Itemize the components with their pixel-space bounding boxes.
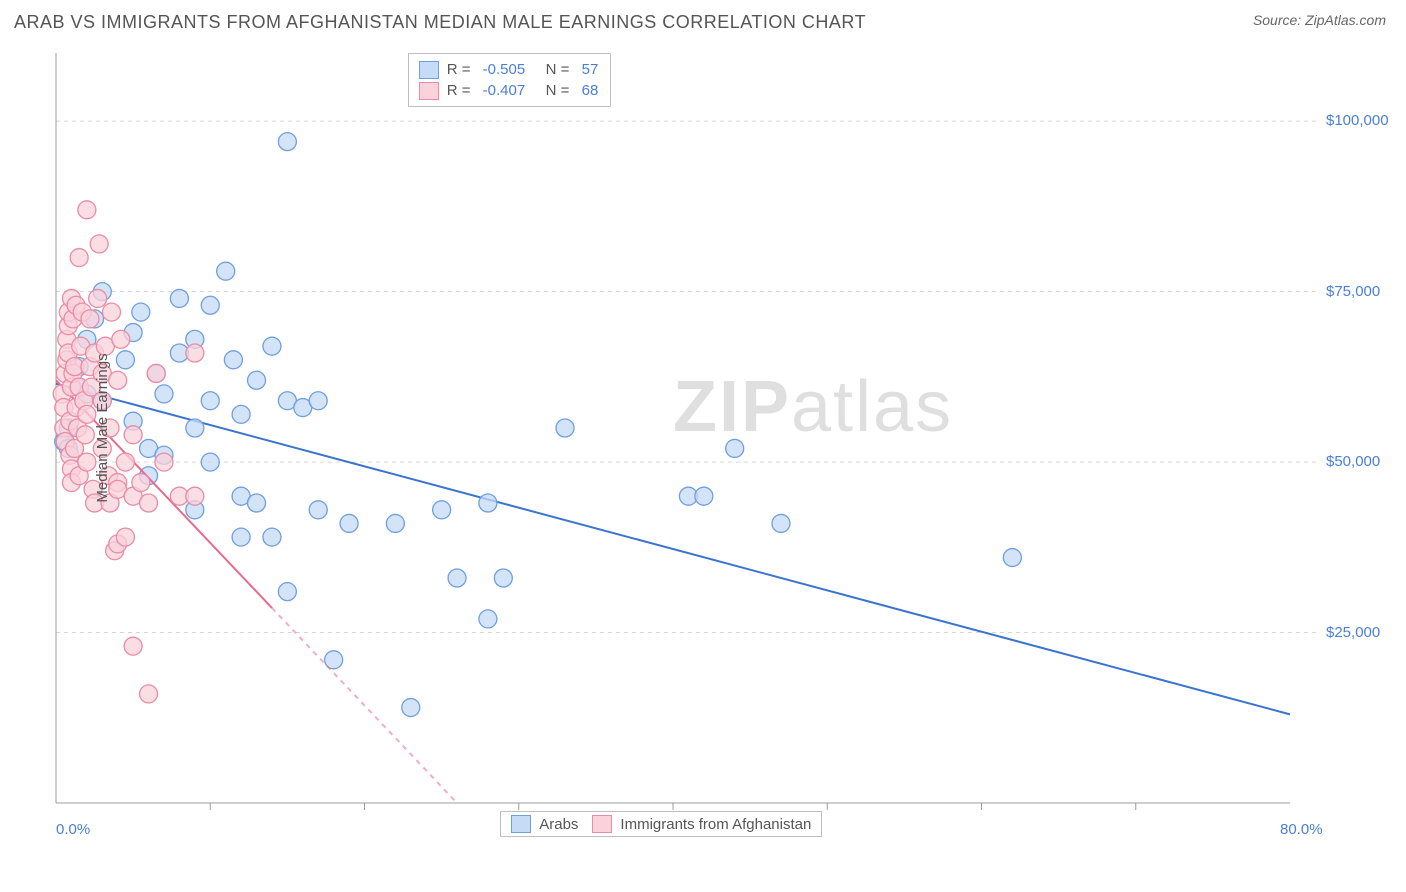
- stat-N-label: N =: [533, 59, 573, 80]
- x-axis-max-label: 80.0%: [1280, 821, 1323, 838]
- chart-title: ARAB VS IMMIGRANTS FROM AFGHANISTAN MEDI…: [14, 12, 866, 33]
- stat-N-value: 68: [582, 80, 599, 101]
- y-tick-label: $25,000: [1326, 624, 1380, 641]
- source-attribution: Source: ZipAtlas.com: [1253, 12, 1386, 28]
- stats-row: R = -0.505 N = 57: [419, 59, 599, 80]
- stats-row: R = -0.407 N = 68: [419, 80, 599, 101]
- y-axis-label: Median Male Earnings: [94, 353, 111, 502]
- legend-label: Arabs: [539, 816, 578, 833]
- x-axis-min-label: 0.0%: [56, 821, 90, 838]
- stat-N-value: 57: [582, 59, 599, 80]
- chart-header: ARAB VS IMMIGRANTS FROM AFGHANISTAN MEDI…: [0, 0, 1406, 33]
- scatter-chart: [14, 39, 1392, 853]
- stat-R-label: R =: [447, 80, 475, 101]
- series-swatch-icon: [419, 61, 439, 79]
- series-swatch-icon: [511, 815, 531, 833]
- stat-R-value: -0.505: [483, 59, 526, 80]
- legend-item: Immigrants from Afghanistan: [592, 815, 811, 833]
- y-tick-label: $50,000: [1326, 453, 1380, 470]
- y-tick-label: $100,000: [1326, 112, 1389, 129]
- y-tick-label: $75,000: [1326, 283, 1380, 300]
- legend-item: Arabs: [511, 815, 578, 833]
- stat-R-label: R =: [447, 59, 475, 80]
- stat-R-value: -0.407: [483, 80, 526, 101]
- stat-N-label: N =: [533, 80, 573, 101]
- series-legend: Arabs Immigrants from Afghanistan: [500, 811, 822, 837]
- series-swatch-icon: [419, 82, 439, 100]
- series-swatch-icon: [592, 815, 612, 833]
- legend-label: Immigrants from Afghanistan: [620, 816, 811, 833]
- chart-container: Median Male Earnings $25,000 $50,000 $75,0…: [14, 39, 1392, 853]
- correlation-stats-box: R = -0.505 N = 57R = -0.407 N = 68: [408, 53, 612, 107]
